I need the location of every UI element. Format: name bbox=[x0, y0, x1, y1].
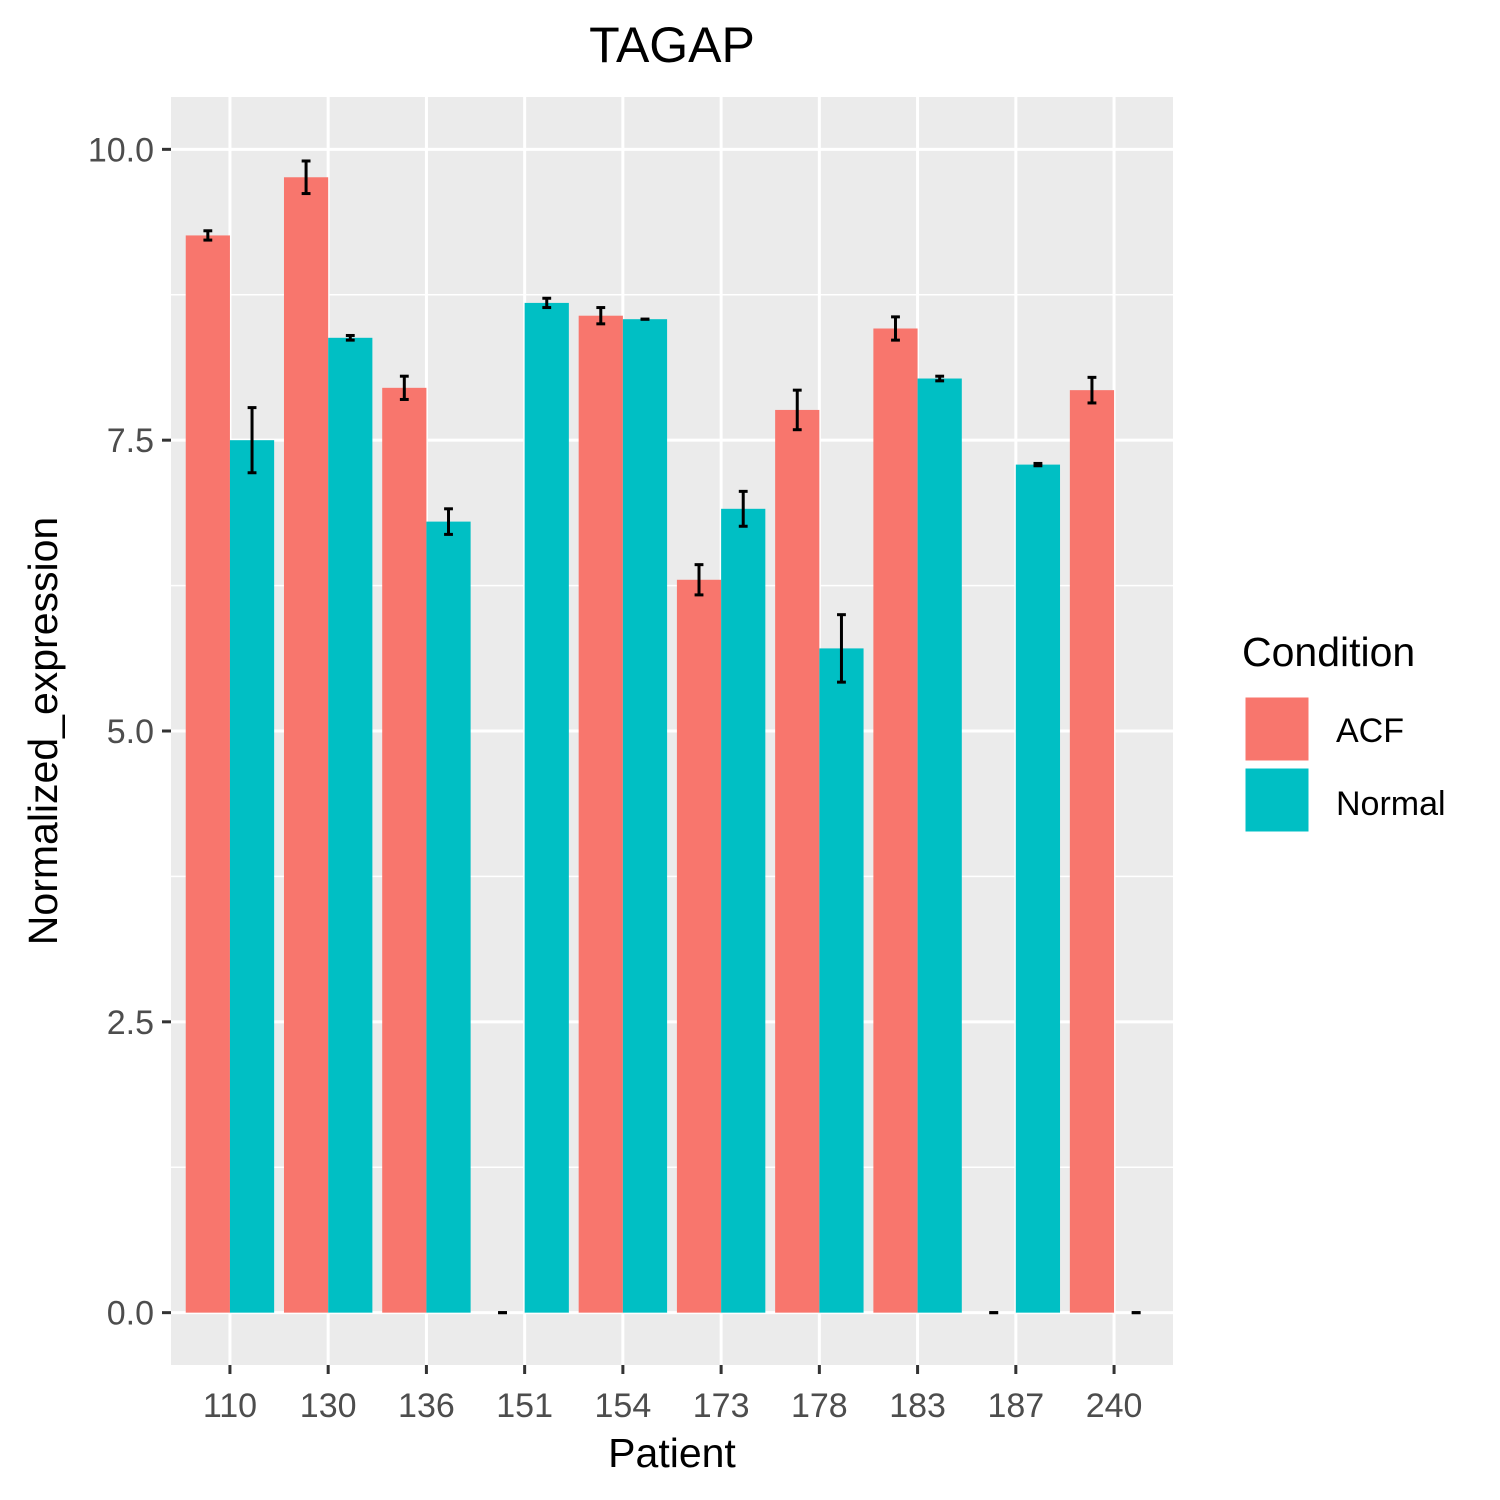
x-tick-label: 136 bbox=[398, 1387, 455, 1425]
bar-normal-130 bbox=[328, 337, 373, 1313]
error-bar-acf-240 bbox=[1087, 375, 1097, 405]
y-axis-ticks: 0.0 2.5 5.0 7.5 10.0 bbox=[88, 131, 171, 1333]
x-axis-ticks: 110 130 136 151 154 173 178 183 187 240 bbox=[203, 1365, 1143, 1425]
error-bar-normal-110 bbox=[247, 406, 257, 475]
bars bbox=[185, 177, 1115, 1313]
bar-normal-154 bbox=[622, 319, 668, 1313]
bar-normal-183 bbox=[917, 378, 962, 1313]
error-bar-normal-151 bbox=[542, 296, 552, 310]
bar-normal-187 bbox=[1015, 464, 1061, 1313]
error-bar-acf-110 bbox=[203, 229, 213, 242]
bar-acf-240 bbox=[1069, 390, 1115, 1313]
legend-title: Condition bbox=[1242, 629, 1415, 675]
error-bar-normal-173 bbox=[738, 489, 748, 528]
error-bar-normal-187 bbox=[1033, 461, 1043, 468]
bar-normal-151 bbox=[524, 302, 569, 1313]
bar-acf-154 bbox=[578, 315, 623, 1313]
bar-acf-183 bbox=[873, 328, 918, 1313]
error-bar-normal-178 bbox=[837, 613, 846, 684]
y-tick-label: 5.0 bbox=[107, 713, 154, 751]
error-bar-normal-130 bbox=[345, 333, 355, 342]
bar-acf-130 bbox=[283, 177, 329, 1313]
legend: Condition ACF Normal bbox=[1242, 629, 1446, 835]
y-tick-label: 2.5 bbox=[107, 1004, 154, 1042]
bar-acf-136 bbox=[382, 387, 427, 1313]
legend-label-acf: ACF bbox=[1336, 712, 1404, 750]
bar-normal-110 bbox=[229, 440, 275, 1313]
bar-normal-173 bbox=[721, 508, 766, 1313]
error-bar-acf-154 bbox=[596, 306, 606, 326]
legend-label-normal: Normal bbox=[1336, 785, 1446, 823]
error-bar-acf-136 bbox=[399, 374, 409, 401]
error-bar-acf-173 bbox=[694, 563, 704, 597]
bar-acf-178 bbox=[775, 409, 820, 1313]
y-tick-label: 7.5 bbox=[107, 422, 154, 460]
y-tick-label: 0.0 bbox=[107, 1295, 154, 1333]
chart-title: TAGAP bbox=[589, 17, 755, 73]
x-tick-label: 187 bbox=[987, 1387, 1044, 1425]
legend-key-acf bbox=[1242, 694, 1312, 764]
legend-key-normal bbox=[1242, 765, 1312, 835]
x-tick-label: 151 bbox=[496, 1387, 553, 1425]
x-tick-label: 183 bbox=[889, 1387, 946, 1425]
bar-acf-110 bbox=[185, 235, 230, 1313]
y-axis-title: Normalized_expression bbox=[20, 517, 66, 945]
error-bars bbox=[203, 159, 1141, 1315]
x-tick-label: 110 bbox=[203, 1387, 257, 1425]
bar-acf-173 bbox=[676, 579, 722, 1313]
x-tick-label: 240 bbox=[1086, 1387, 1143, 1425]
bar-normal-178 bbox=[819, 648, 864, 1313]
x-tick-label: 130 bbox=[300, 1387, 357, 1425]
x-tick-label: 154 bbox=[595, 1387, 652, 1425]
y-tick-label: 10.0 bbox=[88, 131, 154, 169]
x-axis-title: Patient bbox=[608, 1430, 736, 1476]
error-bar-normal-136 bbox=[444, 507, 453, 536]
x-tick-label: 178 bbox=[791, 1387, 848, 1425]
error-bar-acf-178 bbox=[792, 388, 802, 432]
error-bar-acf-183 bbox=[891, 315, 900, 342]
x-tick-label: 173 bbox=[693, 1387, 750, 1425]
error-bar-acf-130 bbox=[301, 159, 311, 196]
error-bar-normal-183 bbox=[935, 374, 945, 383]
bar-normal-136 bbox=[426, 521, 471, 1313]
